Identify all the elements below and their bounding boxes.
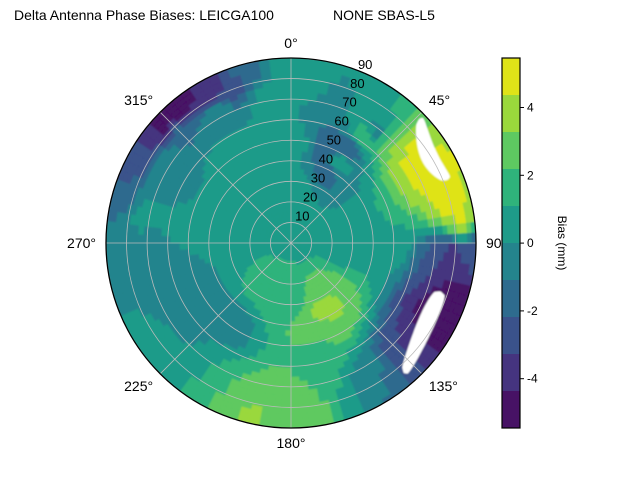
svg-text:90: 90 <box>358 57 372 72</box>
svg-text:2: 2 <box>527 168 534 182</box>
svg-text:Bias (mm): Bias (mm) <box>555 216 569 271</box>
svg-text:0°: 0° <box>284 35 297 51</box>
svg-text:135°: 135° <box>429 378 458 394</box>
svg-text:50: 50 <box>327 133 341 148</box>
svg-text:30: 30 <box>311 171 325 186</box>
svg-text:70: 70 <box>342 95 356 110</box>
svg-text:80: 80 <box>350 76 364 91</box>
svg-text:0: 0 <box>527 236 534 250</box>
svg-text:315°: 315° <box>124 92 153 108</box>
svg-text:45°: 45° <box>429 92 450 108</box>
svg-text:20: 20 <box>303 190 317 205</box>
svg-text:4: 4 <box>527 101 534 115</box>
svg-text:270°: 270° <box>67 235 96 251</box>
svg-text:40: 40 <box>319 152 333 167</box>
svg-text:10: 10 <box>295 209 309 224</box>
svg-text:-4: -4 <box>527 372 538 386</box>
svg-text:180°: 180° <box>277 435 306 451</box>
svg-text:-2: -2 <box>527 304 538 318</box>
svg-text:225°: 225° <box>124 378 153 394</box>
svg-text:60: 60 <box>334 114 348 129</box>
